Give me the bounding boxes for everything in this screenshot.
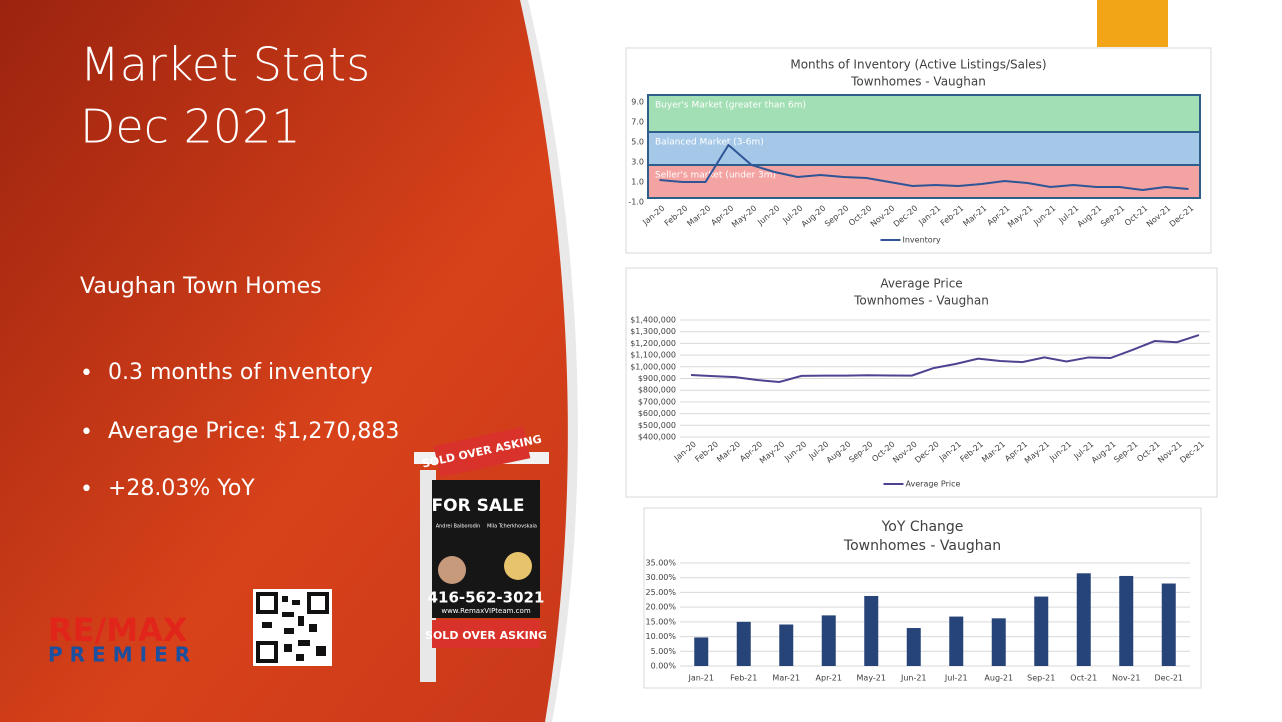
bar — [949, 616, 964, 666]
logo-brand: RE/MAX — [48, 611, 188, 649]
heading: Vaughan Town Homes — [80, 274, 322, 299]
x-tick-label: Aug-21 — [984, 674, 1013, 683]
y-tick-label: 5.0 — [631, 138, 644, 147]
bar — [1076, 573, 1091, 666]
bullet: +28.03% YoY — [108, 476, 255, 501]
y-tick-label: 9.0 — [631, 98, 644, 107]
accent-tab — [1097, 0, 1168, 47]
chart-title: Average Price — [880, 277, 962, 291]
bullet: Average Price: $1,270,883 — [108, 419, 399, 444]
chart-frame — [625, 267, 1218, 498]
x-tick-label: Apr-21 — [816, 674, 842, 683]
y-tick-label: 1.0 — [631, 178, 644, 187]
y-tick-label: 0.00% — [651, 662, 677, 671]
y-tick-label: 20.00% — [645, 603, 676, 612]
y-tick-label: $1,300,000 — [630, 327, 676, 336]
bar — [991, 618, 1006, 666]
chart-subtitle: Townhomes - Vaughan — [843, 538, 1001, 554]
sign-board — [432, 480, 540, 618]
bar — [821, 615, 836, 666]
chart-title: Months of Inventory (Active Listings/Sal… — [790, 58, 1046, 72]
legend-label: Inventory — [903, 236, 941, 245]
band-label: Seller's market (under 3m) — [655, 171, 776, 181]
x-tick-label: Mar-21 — [772, 674, 800, 683]
x-tick-label: Nov-21 — [1112, 674, 1140, 683]
band-label: Balanced Market (3-6m) — [655, 138, 764, 148]
x-tick-label: Jul-21 — [944, 674, 968, 683]
bullet-dot: • — [80, 361, 93, 386]
y-tick-label: $900,000 — [638, 374, 676, 383]
bar — [1119, 575, 1134, 666]
agent-photo — [504, 552, 532, 580]
y-tick-label: $1,100,000 — [630, 351, 676, 360]
sign-rider — [432, 620, 540, 648]
y-tick-label: $1,200,000 — [630, 339, 676, 348]
bullet-dot: • — [80, 477, 93, 502]
agent-photo — [438, 556, 466, 584]
bar — [1034, 596, 1049, 666]
x-tick-label: Dec-21 — [1154, 674, 1183, 683]
y-tick-label: 35.00% — [645, 559, 676, 568]
y-tick-label: $800,000 — [638, 386, 676, 395]
y-tick-label: 7.0 — [631, 118, 644, 127]
y-tick-label: $400,000 — [638, 433, 676, 442]
sign-rider — [433, 426, 531, 478]
chart-subtitle: Townhomes - Vaughan — [850, 75, 986, 89]
y-tick-label: $700,000 — [638, 397, 676, 406]
y-tick-label: 10.00% — [645, 632, 676, 641]
x-tick-label: Sep-21 — [1027, 674, 1055, 683]
chart-title: YoY Change — [881, 519, 964, 535]
range-band — [647, 131, 1201, 166]
sign-headline: FOR SALE — [432, 496, 525, 516]
y-tick-label: 3.0 — [631, 158, 644, 167]
y-tick-label: $1,000,000 — [630, 362, 676, 371]
sign-agent: Andrei Baiborodin — [436, 524, 481, 530]
chart-subtitle: Townhomes - Vaughan — [853, 294, 989, 308]
sign-website: www.RemaxVIPteam.com — [441, 607, 530, 615]
bullet: 0.3 months of inventory — [108, 360, 373, 385]
bullet-dot: • — [80, 420, 93, 445]
bar — [906, 628, 921, 666]
y-tick-label: -1.0 — [628, 198, 644, 207]
x-tick-label: Jan-21 — [688, 674, 714, 683]
bar — [736, 621, 751, 666]
y-tick-label: 30.00% — [645, 573, 676, 582]
sign-rider-text: SOLD OVER ASKING — [425, 629, 547, 642]
bar — [1161, 583, 1176, 666]
x-tick-label: Feb-21 — [730, 674, 757, 683]
x-tick-label: Jun-21 — [900, 674, 927, 683]
legend-label: Average Price — [906, 480, 961, 489]
qr-pattern — [262, 596, 326, 661]
data-line — [690, 334, 1200, 384]
x-tick-label: Oct-21 — [1070, 674, 1097, 683]
sign-agent: Mila Tcherkhovskaia — [487, 524, 537, 530]
range-band — [647, 164, 1201, 199]
y-tick-label: $600,000 — [638, 409, 676, 418]
range-band — [647, 94, 1201, 133]
y-tick-label: 15.00% — [645, 617, 676, 626]
slide-title: Dec 2021 — [80, 100, 301, 154]
y-tick-label: $1,400,000 — [630, 316, 676, 325]
y-tick-label: 25.00% — [645, 588, 676, 597]
bar — [864, 595, 879, 666]
bar — [694, 637, 709, 666]
band-label: Buyer's Market (greater than 6m) — [655, 101, 806, 111]
qr-finder — [256, 641, 278, 663]
bar — [779, 624, 794, 666]
qr-finder — [256, 592, 278, 614]
slide-title: Market Stats — [80, 38, 370, 92]
y-tick-label: 5.00% — [651, 647, 677, 656]
x-tick-label: May-21 — [857, 674, 886, 683]
logo-office: PREMIER — [48, 643, 197, 667]
sign-phone: 416-562-3021 — [428, 589, 545, 607]
data-line — [659, 143, 1189, 192]
y-tick-label: $500,000 — [638, 421, 676, 430]
chart-frame — [643, 507, 1202, 689]
qr-finder — [307, 592, 329, 614]
